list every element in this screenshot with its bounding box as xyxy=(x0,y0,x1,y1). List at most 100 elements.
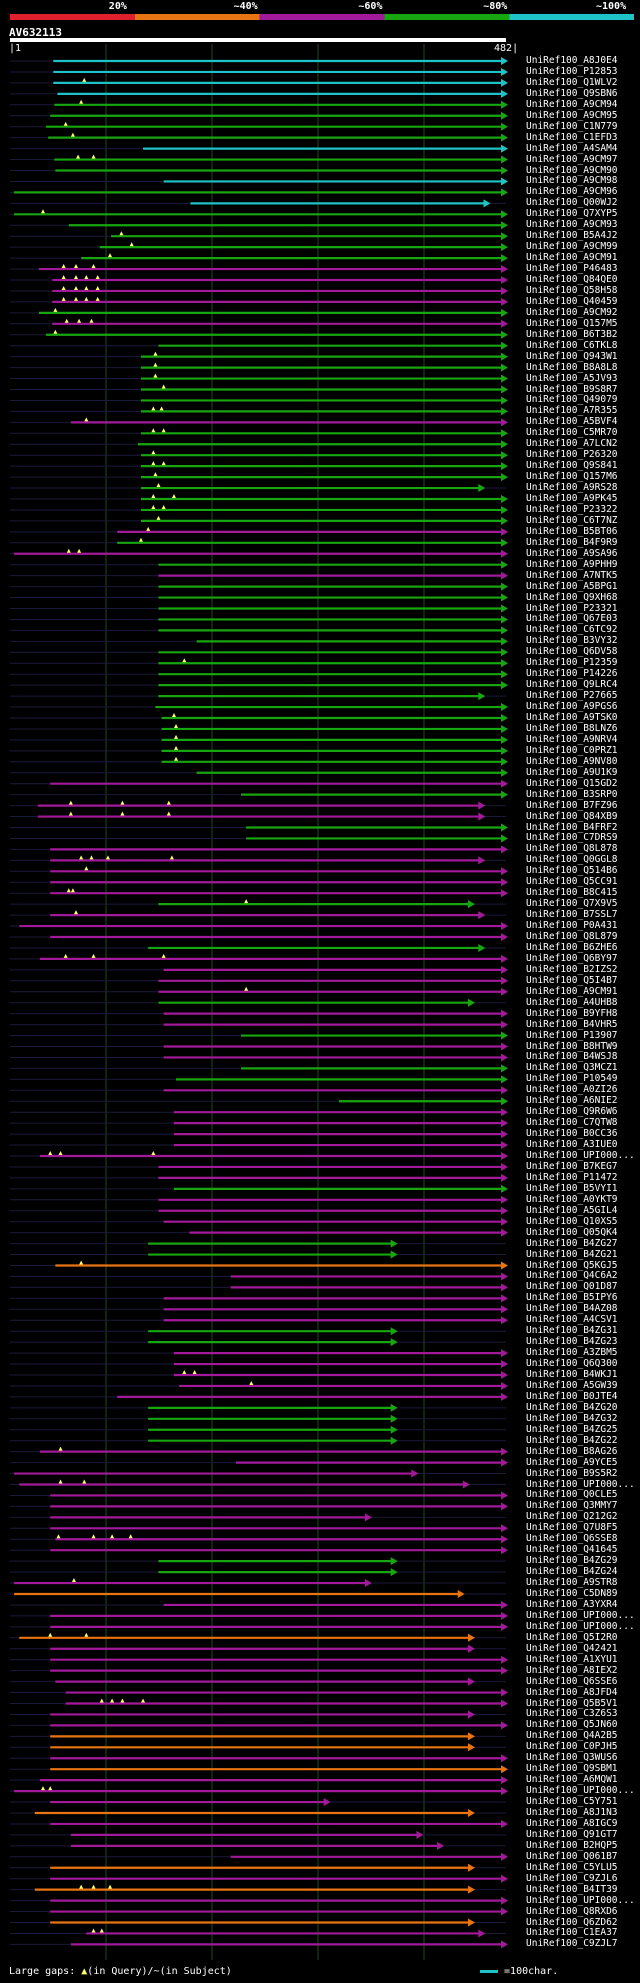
hit-label[interactable]: UniRef100_P26320 xyxy=(526,449,618,461)
hit-label[interactable]: UniRef100_B4F9R9 xyxy=(526,536,618,548)
hit-label[interactable]: UniRef100_C0PJH5 xyxy=(526,1741,618,1753)
hit-label[interactable]: UniRef100_Q1WLV2 xyxy=(526,76,618,88)
hit-label[interactable]: UniRef100_B8LNZ6 xyxy=(526,722,618,734)
hit-label[interactable]: UniRef100_Q6SSE6 xyxy=(526,1675,618,1687)
hit-label[interactable]: UniRef100_P12853 xyxy=(526,65,618,77)
hit-label[interactable]: UniRef100_P13907 xyxy=(526,1029,618,1041)
hit-label[interactable]: UniRef100_A9NV80 xyxy=(526,755,618,767)
hit-label[interactable]: UniRef100_B8A8L8 xyxy=(526,361,618,373)
hit-label[interactable]: UniRef100_B7KEG7 xyxy=(526,1160,618,1172)
hit-label[interactable]: UniRef100_A8J0E4 xyxy=(526,55,618,66)
hit-label[interactable]: UniRef100_A0ZI26 xyxy=(526,1084,618,1096)
hit-label[interactable]: UniRef100_B4ZG31 xyxy=(526,1325,618,1337)
hit-label[interactable]: UniRef100_Q8L879 xyxy=(526,931,618,942)
hit-label[interactable]: UniRef100_A6NIE2 xyxy=(526,1095,618,1107)
hit-label[interactable]: UniRef100_B4ZG22 xyxy=(526,1434,618,1446)
hit-label[interactable]: UniRef100_Q0GGL8 xyxy=(526,854,618,866)
hit-label[interactable]: UniRef100_P27665 xyxy=(526,690,618,702)
hit-label[interactable]: UniRef100_A9RS28 xyxy=(526,482,618,494)
hit-label[interactable]: UniRef100_A7NTK5 xyxy=(526,569,618,581)
hit-label[interactable]: UniRef100_Q6DV58 xyxy=(526,646,618,658)
hit-label[interactable]: UniRef100_C7QTW8 xyxy=(526,1117,618,1129)
hit-label[interactable]: UniRef100_Q8L878 xyxy=(526,843,618,855)
hit-label[interactable]: UniRef100_UPI000... xyxy=(526,1894,635,1906)
hit-label[interactable]: UniRef100_P14226 xyxy=(526,668,618,680)
hit-label[interactable]: UniRef100_B5VYI1 xyxy=(526,1182,618,1194)
hit-label[interactable]: UniRef100_B5IPY6 xyxy=(526,1292,618,1304)
hit-label[interactable]: UniRef100_C0PRZ1 xyxy=(526,744,618,756)
hit-label[interactable]: UniRef100_Q0CLE5 xyxy=(526,1489,618,1501)
hit-label[interactable]: UniRef100_A9CM91 xyxy=(526,985,618,997)
hit-label[interactable]: UniRef100_B4WKJ1 xyxy=(526,1369,618,1380)
hit-label[interactable]: UniRef100_C5Y751 xyxy=(526,1796,618,1808)
hit-label[interactable]: UniRef100_A3YXR4 xyxy=(526,1598,618,1610)
hit-label[interactable]: UniRef100_C3Z6S3 xyxy=(526,1708,618,1720)
hit-label[interactable]: UniRef100_Q5CC91 xyxy=(526,876,618,888)
hit-label[interactable]: UniRef100_A5GW39 xyxy=(526,1379,618,1391)
hit-label[interactable]: UniRef100_B6ZHE6 xyxy=(526,941,618,953)
hit-label[interactable]: UniRef100_A9CM91 xyxy=(526,252,618,264)
hit-label[interactable]: UniRef100_B9YFH8 xyxy=(526,1007,618,1019)
hit-label[interactable]: UniRef100_B0CC36 xyxy=(526,1128,618,1140)
hit-label[interactable]: UniRef100_A9CM92 xyxy=(526,306,618,318)
hit-label[interactable]: UniRef100_A5BPG1 xyxy=(526,580,618,592)
hit-label[interactable]: UniRef100_C6TKL8 xyxy=(526,339,618,351)
hit-label[interactable]: UniRef100_B4FRF2 xyxy=(526,821,618,833)
hit-label[interactable]: UniRef100_A4CSV1 xyxy=(526,1314,618,1326)
hit-label[interactable]: UniRef100_Q7U8F5 xyxy=(526,1522,618,1534)
hit-label[interactable]: UniRef100_A0YKT9 xyxy=(526,1193,618,1205)
hit-label[interactable]: UniRef100_B4ZG20 xyxy=(526,1401,618,1413)
hit-label[interactable]: UniRef100_B4ZG32 xyxy=(526,1412,618,1424)
hit-label[interactable]: UniRef100_A4SAM4 xyxy=(526,142,618,154)
hit-label[interactable]: UniRef100_A3ZBM5 xyxy=(526,1347,618,1359)
hit-label[interactable]: UniRef100_C1EA37 xyxy=(526,1927,618,1939)
hit-label[interactable]: UniRef100_B9S5R2 xyxy=(526,1467,618,1479)
hit-label[interactable]: UniRef100_A9YCE5 xyxy=(526,1456,618,1468)
hit-label[interactable]: UniRef100_B5A4J2 xyxy=(526,230,618,242)
hit-label[interactable]: UniRef100_Q5B5V1 xyxy=(526,1697,618,1709)
hit-label[interactable]: UniRef100_A9TSK0 xyxy=(526,712,618,723)
hit-label[interactable]: UniRef100_A9CM93 xyxy=(526,219,618,231)
hit-label[interactable]: UniRef100_Q9XH68 xyxy=(526,591,618,603)
hit-label[interactable]: UniRef100_P46483 xyxy=(526,263,618,275)
hit-label[interactable]: UniRef100_Q157M6 xyxy=(526,471,618,483)
hit-label[interactable]: UniRef100_UPI000... xyxy=(526,1478,635,1490)
hit-label[interactable]: UniRef100_C5MR70 xyxy=(526,427,618,439)
hit-label[interactable]: UniRef100_Q157M5 xyxy=(526,317,618,329)
hit-label[interactable]: UniRef100_B4ZG24 xyxy=(526,1566,618,1578)
hit-label[interactable]: UniRef100_A9PK45 xyxy=(526,493,618,504)
hit-label[interactable]: UniRef100_A9CM96 xyxy=(526,186,618,198)
hit-label[interactable]: UniRef100_B4VHR5 xyxy=(526,1018,618,1030)
hit-label[interactable]: UniRef100_Q5JN60 xyxy=(526,1719,618,1731)
hit-label[interactable]: UniRef100_B4WSJ8 xyxy=(526,1051,618,1063)
hit-label[interactable]: UniRef100_A8J1N3 xyxy=(526,1807,618,1818)
hit-label[interactable]: UniRef100_P12359 xyxy=(526,657,618,669)
hit-label[interactable]: UniRef100_Q00WJ2 xyxy=(526,197,618,209)
hit-label[interactable]: UniRef100_A9CM90 xyxy=(526,164,618,176)
hit-label[interactable]: UniRef100_A9CM95 xyxy=(526,109,618,121)
hit-label[interactable]: UniRef100_A9STR8 xyxy=(526,1577,618,1589)
hit-label[interactable]: UniRef100_UPI000... xyxy=(526,1620,635,1632)
hit-label[interactable]: UniRef100_P23322 xyxy=(526,503,618,515)
hit-label[interactable]: UniRef100_B4ZG23 xyxy=(526,1336,618,1348)
hit-label[interactable]: UniRef100_Q9S841 xyxy=(526,460,618,472)
hit-label[interactable]: UniRef100_P23321 xyxy=(526,602,618,614)
hit-label[interactable]: UniRef100_B8AG26 xyxy=(526,1445,618,1457)
hit-label[interactable]: UniRef100_A9U1K9 xyxy=(526,766,618,778)
hit-label[interactable]: UniRef100_Q4C6A2 xyxy=(526,1270,618,1282)
hit-label[interactable]: UniRef100_Q05QK4 xyxy=(526,1226,618,1238)
hit-label[interactable]: UniRef100_A9PHH9 xyxy=(526,558,618,570)
hit-label[interactable]: UniRef100_B4ZG21 xyxy=(526,1248,618,1260)
hit-label[interactable]: UniRef100_Q9SBN6 xyxy=(526,87,618,99)
hit-label[interactable]: UniRef100_C9ZJL6 xyxy=(526,1872,618,1884)
hit-label[interactable]: UniRef100_Q9R6W6 xyxy=(526,1106,618,1118)
hit-label[interactable]: UniRef100_Q10XS5 xyxy=(526,1215,618,1227)
hit-label[interactable]: UniRef100_A7R355 xyxy=(526,405,618,417)
hit-label[interactable]: UniRef100_Q91GT7 xyxy=(526,1828,618,1840)
hit-label[interactable]: UniRef100_A9CM99 xyxy=(526,241,618,253)
hit-label[interactable]: UniRef100_A5BVF4 xyxy=(526,416,618,428)
hit-label[interactable]: UniRef100_B4ZG27 xyxy=(526,1237,618,1249)
hit-label[interactable]: UniRef100_Q67E03 xyxy=(526,613,618,625)
hit-label[interactable]: UniRef100_C7DRS9 xyxy=(526,832,618,844)
hit-label[interactable]: UniRef100_A9CM97 xyxy=(526,153,618,165)
